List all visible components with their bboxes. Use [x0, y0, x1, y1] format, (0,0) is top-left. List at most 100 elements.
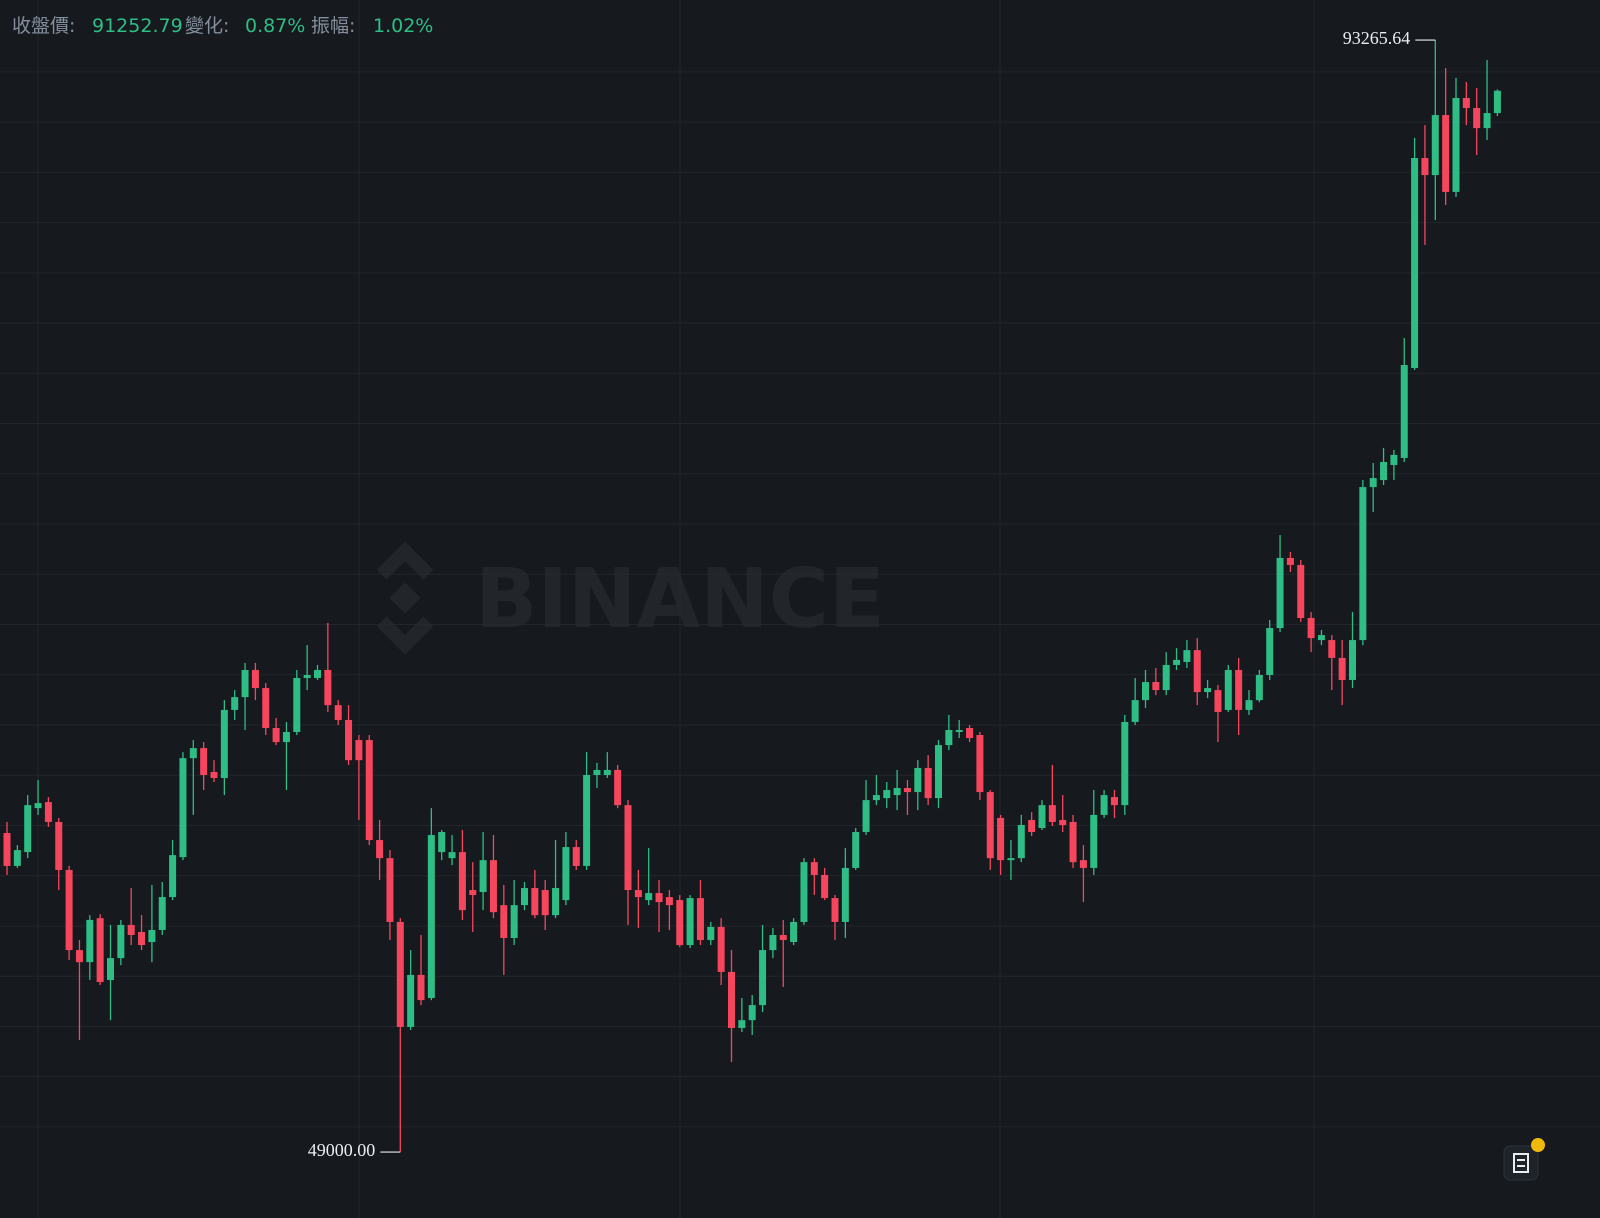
candle-body	[717, 926, 725, 972]
candle-body	[96, 918, 104, 982]
candle-body	[1380, 461, 1388, 481]
candle-body	[634, 890, 642, 898]
candle-body	[479, 860, 487, 893]
candle-body	[1110, 797, 1118, 806]
candle-body	[334, 705, 342, 720]
candle-body	[955, 730, 963, 733]
candle-body	[65, 869, 73, 951]
candle-body	[1069, 821, 1077, 863]
candle-body	[790, 921, 798, 943]
candle-body	[282, 732, 290, 743]
candle-body	[552, 888, 560, 916]
candle-body	[624, 805, 632, 891]
candle-body	[976, 735, 984, 793]
candle-body	[303, 675, 311, 679]
candle-body	[34, 803, 42, 809]
order-icon[interactable]	[1503, 1138, 1545, 1181]
annotations: 93265.64 49000.00	[308, 28, 1436, 1160]
candle-body	[376, 840, 384, 859]
candle-body	[1131, 700, 1139, 722]
candle-body	[1048, 805, 1056, 822]
icon-button[interactable]	[1503, 1145, 1539, 1181]
candle-body	[1462, 97, 1470, 109]
amplitude-value: 1.02%	[373, 15, 433, 37]
candle-body	[189, 748, 197, 759]
candle-body	[738, 1020, 746, 1028]
header: 收盤價: 91252.79 變化: 0.87% 振幅: 1.02%	[12, 15, 433, 37]
candle-body	[852, 832, 860, 868]
candle-body	[179, 758, 187, 858]
change-label: 變化:	[185, 15, 229, 37]
candle-body	[1411, 158, 1419, 369]
candle-body	[1483, 113, 1491, 129]
candle-body	[251, 669, 259, 689]
candle-body	[138, 931, 146, 946]
candle-body	[396, 921, 404, 1027]
icon-glyph	[1513, 1153, 1529, 1173]
candle-body	[655, 893, 663, 903]
candle-body	[986, 792, 994, 859]
candle-body	[500, 905, 508, 939]
candle-body	[1390, 454, 1398, 465]
candle-body	[1276, 557, 1284, 629]
candle-body	[769, 935, 777, 951]
candle-body	[759, 950, 767, 1006]
candle-body	[1017, 824, 1025, 859]
candle-body	[489, 860, 497, 913]
candle-body	[365, 740, 373, 841]
candle-body	[1493, 90, 1501, 114]
candle-body	[1224, 669, 1232, 710]
candle-body	[1307, 617, 1315, 639]
candle-body	[158, 897, 166, 930]
logo-part	[395, 616, 434, 655]
candle-body	[1038, 805, 1046, 828]
candle-body	[1255, 675, 1263, 701]
candle-body	[1421, 158, 1429, 176]
candle-body	[614, 769, 622, 806]
candle-body	[1369, 478, 1377, 488]
candle-body	[3, 833, 11, 866]
candle-body	[1121, 721, 1129, 806]
candle-body	[107, 958, 114, 980]
logo-part	[376, 541, 415, 580]
candle-body	[386, 858, 394, 922]
candle-body	[645, 893, 653, 901]
candle-body	[1204, 688, 1212, 693]
candle-body	[510, 905, 518, 939]
grid	[0, 71, 1600, 1128]
candle-body	[200, 748, 208, 775]
candle-body	[1142, 682, 1149, 701]
candle-body	[448, 852, 456, 859]
candle-body	[665, 897, 673, 906]
candle-body	[748, 1005, 756, 1021]
candle-body	[945, 730, 953, 746]
candle-body	[841, 867, 849, 922]
candle-body	[1100, 795, 1108, 815]
candle-body	[603, 769, 611, 775]
candle-body	[728, 971, 735, 1028]
candle-body	[1473, 108, 1481, 129]
candle-body	[407, 974, 415, 1027]
candle-body	[1338, 657, 1346, 681]
candle-body	[521, 888, 528, 906]
candle-body	[531, 888, 539, 916]
candle-body	[686, 898, 694, 946]
candle-body	[1400, 365, 1408, 458]
candle-body	[1359, 487, 1367, 641]
candle-body	[1173, 659, 1181, 665]
candle-body	[148, 929, 156, 943]
candle-body	[883, 790, 891, 799]
candle-body	[210, 771, 218, 778]
candle-body	[469, 890, 477, 896]
candle-body	[593, 769, 601, 775]
candle-body	[1297, 564, 1305, 618]
candle-body	[1266, 628, 1274, 676]
candle-body	[583, 774, 591, 866]
candle-body	[427, 835, 435, 999]
candle-body	[1317, 635, 1325, 641]
vertical-grid	[37, 0, 1315, 1218]
candle-body	[117, 924, 125, 959]
candle-body	[831, 898, 839, 922]
candle-body	[44, 802, 52, 822]
